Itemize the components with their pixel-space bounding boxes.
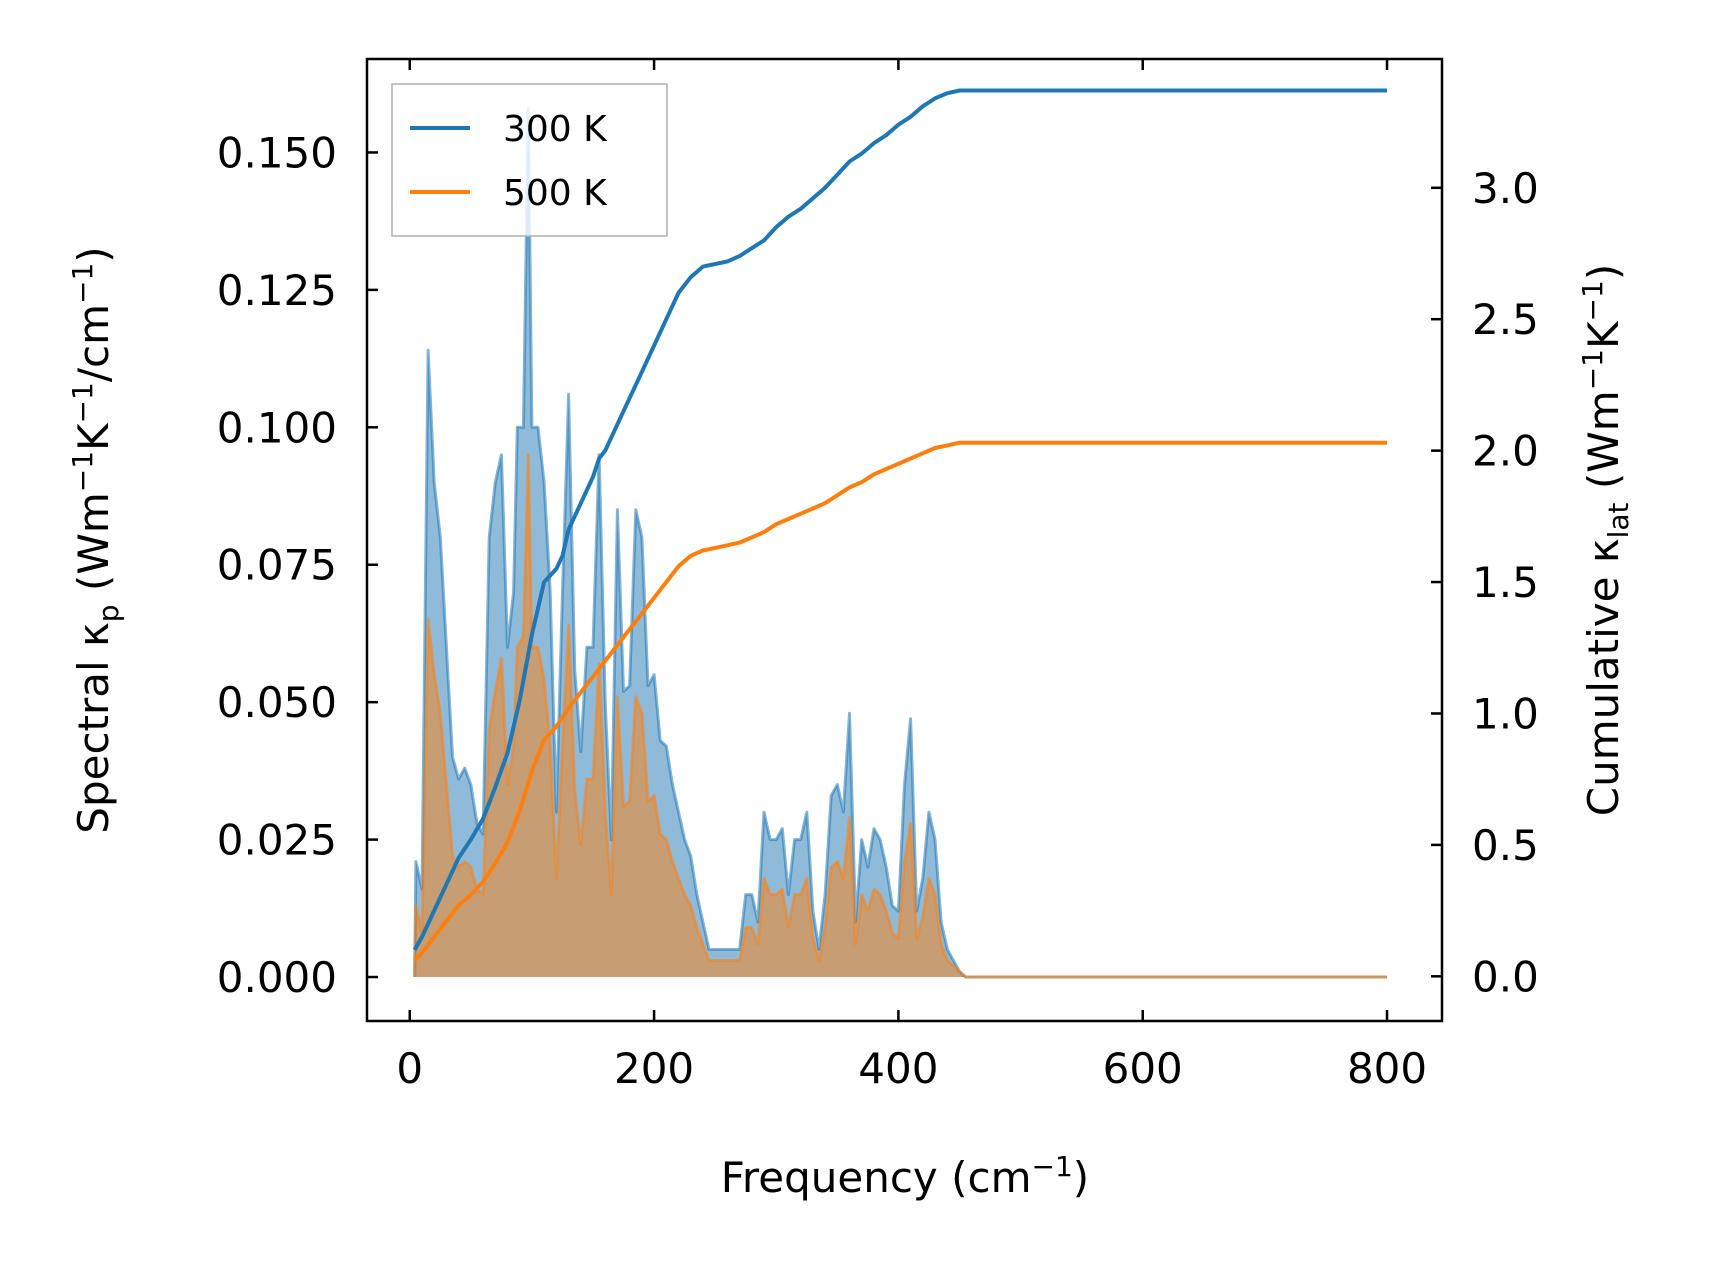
y-left-tick-label: 0.025 bbox=[217, 816, 337, 865]
spectral-fill-500k bbox=[414, 454, 1388, 977]
y-right-tick-label: 1.5 bbox=[1472, 558, 1539, 607]
x-tick-label: 600 bbox=[1103, 1044, 1183, 1093]
ticks: 0 200 400 600 800 0.000 0.025 0.050 0.075 0.100 0.… bbox=[217, 59, 1539, 1093]
y-right-tick-label: 2.0 bbox=[1472, 427, 1539, 476]
y-right-tick-label: 1.0 bbox=[1472, 689, 1539, 738]
legend-label-300k: 300 K bbox=[503, 109, 608, 150]
legend: 300 K 500 K bbox=[391, 83, 668, 237]
spectral-fills bbox=[414, 108, 1388, 977]
y-left-tick-label: 0.100 bbox=[217, 403, 337, 452]
y-left-tick-label: 0.000 bbox=[217, 953, 337, 1002]
y-left-tick-label: 0.150 bbox=[217, 128, 337, 177]
x-tick-label: 400 bbox=[858, 1044, 938, 1093]
legend-label-500k: 500 K bbox=[503, 173, 608, 214]
y-right-tick-label: 0.5 bbox=[1472, 821, 1539, 870]
series-lines bbox=[412, 88, 1387, 979]
x-axis-label: Frequency (cm−1) bbox=[721, 1150, 1089, 1202]
y-left-tick-label: 0.075 bbox=[217, 541, 337, 590]
x-tick-label: 800 bbox=[1347, 1044, 1427, 1093]
cumulative-line-500k bbox=[413, 440, 1387, 962]
x-tick-label: 200 bbox=[614, 1044, 694, 1093]
y-left-tick-label: 0.050 bbox=[217, 678, 337, 727]
legend-frame bbox=[391, 83, 668, 237]
y-axis-left-label: Spectral κp (Wm−1K−1/cm−1) bbox=[66, 246, 125, 833]
spectral-line-500k bbox=[413, 453, 1387, 979]
y-left-tick-label: 0.125 bbox=[217, 266, 337, 315]
y-axis-right-label: Cumulative κlat (Wm−1K−1) bbox=[1576, 264, 1635, 816]
y-right-tick-label: 2.5 bbox=[1472, 295, 1539, 344]
x-tick-label: 0 bbox=[396, 1044, 423, 1093]
spectral-fill-300k bbox=[414, 108, 1388, 977]
spectral-line-300k bbox=[413, 107, 1387, 979]
plot-frame bbox=[365, 57, 1444, 1023]
y-right-tick-label: 3.0 bbox=[1472, 164, 1539, 213]
y-right-tick-label: 0.0 bbox=[1472, 952, 1539, 1001]
cumulative-line-300k bbox=[412, 88, 1387, 951]
